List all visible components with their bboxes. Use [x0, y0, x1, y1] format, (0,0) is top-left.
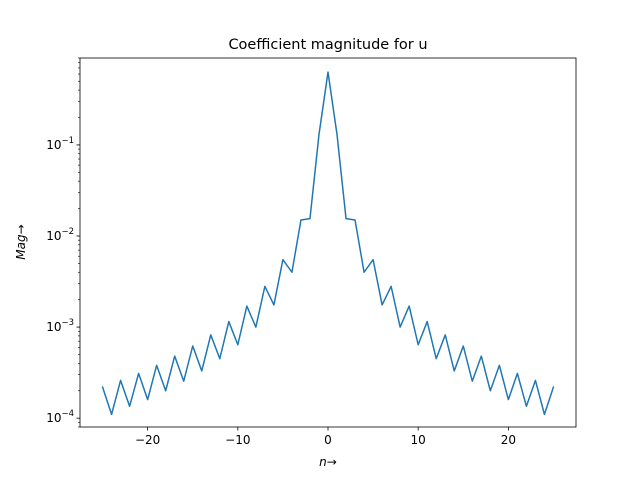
x-axis-label: n→ — [319, 455, 337, 469]
x-tick-label: 10 — [411, 433, 426, 447]
series-layer — [101, 71, 555, 416]
x-axis-ticks: −20 −10 0 10 20 — [135, 427, 516, 447]
x-tick-label: 20 — [501, 433, 516, 447]
y-axis-ticks: 10−4 10−3 10−2 10−1 — [46, 136, 80, 425]
y-tick-label: 10−4 — [46, 409, 74, 425]
series-line — [101, 71, 555, 416]
x-tick-label: −10 — [225, 433, 250, 447]
x-tick-label: 0 — [324, 433, 332, 447]
y-tick-label: 10−2 — [46, 227, 74, 243]
chart-title: Coefficient magnitude for u — [228, 37, 427, 53]
x-tick-label: −20 — [135, 433, 160, 447]
y-tick-label: 10−1 — [46, 136, 74, 152]
y-tick-label: 10−3 — [46, 318, 74, 334]
y-axis-minor-ticks — [78, 57, 80, 428]
y-axis-label: Mag→ — [14, 224, 28, 259]
